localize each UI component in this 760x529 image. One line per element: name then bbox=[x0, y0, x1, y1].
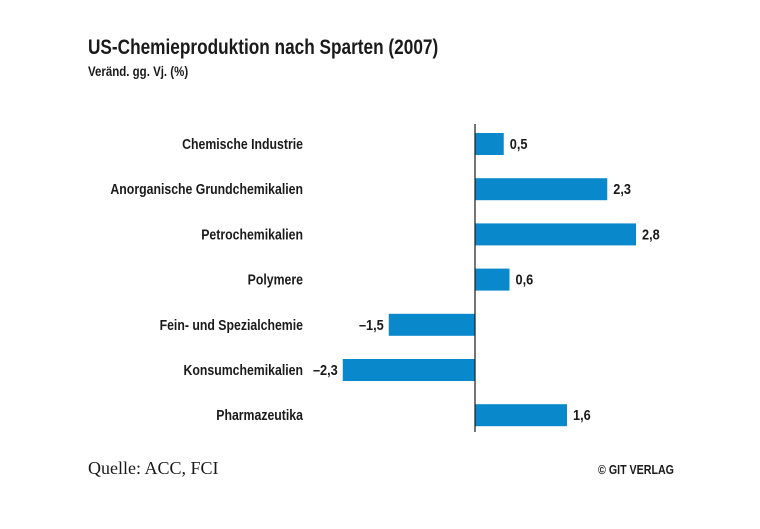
category-label: Anorganische Grundchemikalien bbox=[110, 181, 303, 197]
data-label: –2,3 bbox=[313, 361, 338, 378]
bar bbox=[342, 359, 475, 381]
category-label: Petrochemikalien bbox=[201, 226, 303, 242]
category-label: Chemische Industrie bbox=[182, 136, 303, 152]
data-label: 1,6 bbox=[573, 406, 591, 423]
chart-title: US-Chemieproduktion nach Sparten (2007) bbox=[88, 36, 439, 59]
bar bbox=[475, 404, 567, 427]
data-label: 0,5 bbox=[510, 135, 528, 152]
chart-subtitle: Veränd. gg. Vj. (%) bbox=[88, 63, 189, 79]
category-label: Konsumchemikalien bbox=[183, 362, 303, 378]
category-label: Fein- und Spezialchemie bbox=[160, 317, 304, 333]
category-label: Polymere bbox=[248, 271, 304, 287]
bar bbox=[388, 313, 475, 336]
copyright-note: © GIT VERLAG bbox=[598, 462, 674, 477]
data-label: 2,3 bbox=[613, 180, 631, 197]
data-label: –1,5 bbox=[359, 316, 384, 333]
bar bbox=[475, 268, 510, 291]
bar bbox=[475, 223, 636, 246]
data-label: 0,6 bbox=[516, 271, 534, 288]
category-label: Pharmazeutika bbox=[216, 407, 303, 423]
bar bbox=[475, 133, 504, 155]
source-note: Quelle: ACC, FCI bbox=[88, 458, 219, 478]
data-label: 2,8 bbox=[642, 225, 660, 242]
bar bbox=[475, 178, 608, 201]
